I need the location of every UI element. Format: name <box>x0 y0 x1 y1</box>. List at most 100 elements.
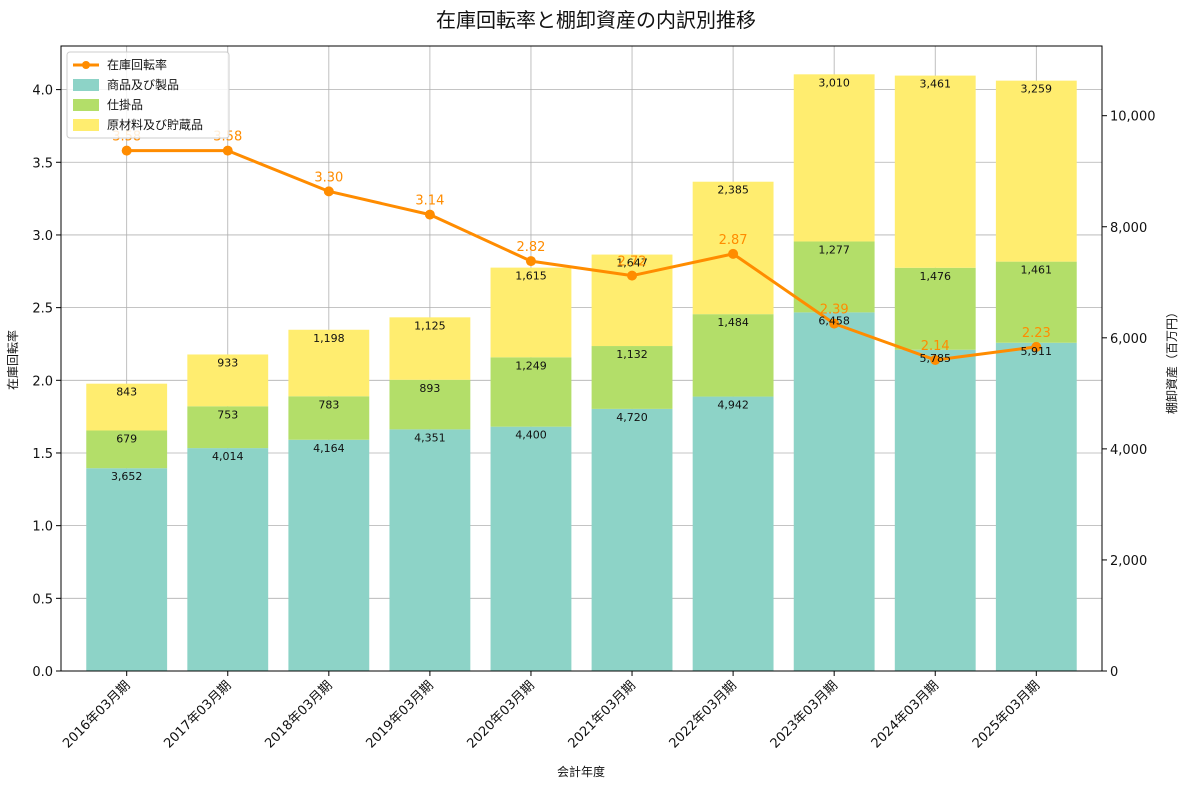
bar-segment <box>995 261 1077 343</box>
rate-value-label: 2.23 <box>1022 326 1051 341</box>
bar-value-label: 2,385 <box>717 184 749 197</box>
data-labels: 3,652 4,014 4,164 4,351 4,400 4,720 4,942 6,458… <box>111 76 1052 483</box>
legend-entry-label: 在庫回転率 <box>107 57 167 72</box>
plot-frame <box>60 45 1103 672</box>
legend-swatch-rect <box>73 119 99 131</box>
bar-value-label: 3,461 <box>919 78 951 91</box>
bar-value-label: 3,010 <box>818 76 850 89</box>
bar-value-label: 843 <box>116 386 137 399</box>
rate-value-label: 2.39 <box>820 303 849 318</box>
bar-segment <box>692 396 774 671</box>
x-tick-label: 2021年03月期 <box>566 678 639 751</box>
legend-entry-label: 原材料及び貯蔵品 <box>107 118 203 132</box>
left-tick-label: 1.0 <box>32 520 53 535</box>
bar-segment <box>187 448 269 671</box>
bar-segment <box>86 383 168 431</box>
bar-value-label: 4,720 <box>616 411 648 424</box>
bar-segment <box>490 426 572 671</box>
bar-value-label: 6,458 <box>818 314 850 327</box>
bar-value-label: 1,484 <box>717 316 749 329</box>
bar-segment <box>793 241 875 313</box>
rate-value-label: 2.72 <box>618 255 647 270</box>
bar-segment <box>894 267 976 350</box>
bars <box>86 74 1077 671</box>
x-tick-label: 2016年03月期 <box>60 678 133 751</box>
bar-value-label: 4,351 <box>414 431 446 444</box>
bar-segment <box>995 342 1077 671</box>
legend-entry-label: 仕掛品 <box>107 97 143 112</box>
x-axis-label: 会計年度 <box>557 764 605 779</box>
bar-segment <box>187 406 269 449</box>
bar-value-label: 4,014 <box>212 450 244 463</box>
bar-value-label: 679 <box>116 432 137 445</box>
bar-segment <box>288 329 370 397</box>
rate-value-label: 3.14 <box>415 194 444 209</box>
x-tick-label: 2019年03月期 <box>363 678 436 751</box>
bar-value-label: 4,400 <box>515 429 547 442</box>
bar-segment <box>86 468 168 671</box>
rate-point <box>424 209 435 220</box>
legend-swatch-rect <box>73 99 99 111</box>
rate-point <box>222 145 233 156</box>
rate-line <box>121 145 1042 365</box>
right-tick-label: 0 <box>1110 665 1118 680</box>
bar-value-label: 893 <box>419 382 440 395</box>
bar-value-label: 783 <box>318 398 339 411</box>
bar-value-label: 3,652 <box>111 470 143 483</box>
bar-value-label: 1,476 <box>919 270 951 283</box>
left-tick-label: 2.0 <box>32 374 53 389</box>
left-tick-label: 3.5 <box>32 156 53 171</box>
rate-value-label: 2.87 <box>719 233 748 248</box>
legend-swatch-rect <box>73 79 99 91</box>
bar-segment <box>894 75 976 268</box>
left-tick-label: 2.5 <box>32 302 53 317</box>
bar-value-label: 1,461 <box>1021 264 1053 277</box>
bar-segment <box>591 408 673 671</box>
bar-segment <box>793 74 875 242</box>
bar-value-label: 3,259 <box>1021 83 1053 96</box>
bar-segment <box>490 267 572 358</box>
x-tick-label: 2022年03月期 <box>667 678 740 751</box>
rate-point <box>525 256 536 267</box>
bar-value-label: 5,911 <box>1021 345 1053 358</box>
left-tick-label: 3.0 <box>32 229 53 244</box>
bar-value-label: 1,198 <box>313 332 345 345</box>
rate-value-label: 3.30 <box>314 170 343 185</box>
bar-value-label: 753 <box>217 408 238 421</box>
rate-value-label: 2.14 <box>921 339 950 354</box>
bar-value-label: 5,785 <box>919 352 951 365</box>
x-tick-label: 2023年03月期 <box>768 678 841 751</box>
left-tick-label: 0.0 <box>32 665 53 680</box>
bar-segment <box>490 357 572 427</box>
bar-segment <box>793 312 875 671</box>
bar-segment <box>894 349 976 671</box>
bar-segment <box>187 354 269 407</box>
rate-point <box>323 186 334 197</box>
bar-segment <box>591 346 673 409</box>
bar-value-label: 1,277 <box>818 243 850 256</box>
rate-point <box>728 248 739 259</box>
x-tick-label: 2024年03月期 <box>869 678 942 751</box>
rate-line-path <box>126 149 1037 362</box>
bar-value-label: 933 <box>217 356 238 369</box>
x-tick-label: 2017年03月期 <box>161 678 234 751</box>
legend-entry-label: 商品及び製品 <box>107 77 179 92</box>
bar-segment <box>692 314 774 397</box>
right-tick-label: 4,000 <box>1110 443 1147 458</box>
bar-value-label: 1,125 <box>414 319 446 332</box>
x-tick-label: 2020年03月期 <box>465 678 538 751</box>
bar-segment <box>389 379 471 430</box>
rate-point <box>930 354 941 365</box>
bar-value-label: 1,132 <box>616 348 648 361</box>
bar-segment <box>288 439 370 671</box>
x-tick-label: 2025年03月期 <box>970 678 1043 751</box>
left-tick-label: 4.0 <box>32 84 53 99</box>
right-tick-label: 6,000 <box>1110 332 1147 347</box>
rate-value-label: 2.82 <box>516 240 545 255</box>
legend-swatch-marker <box>82 61 90 69</box>
chart-title: 在庫回転率と棚卸資産の内訳別推移 <box>436 8 756 32</box>
bar-value-label: 1,615 <box>515 270 547 283</box>
rate-point <box>121 145 132 156</box>
